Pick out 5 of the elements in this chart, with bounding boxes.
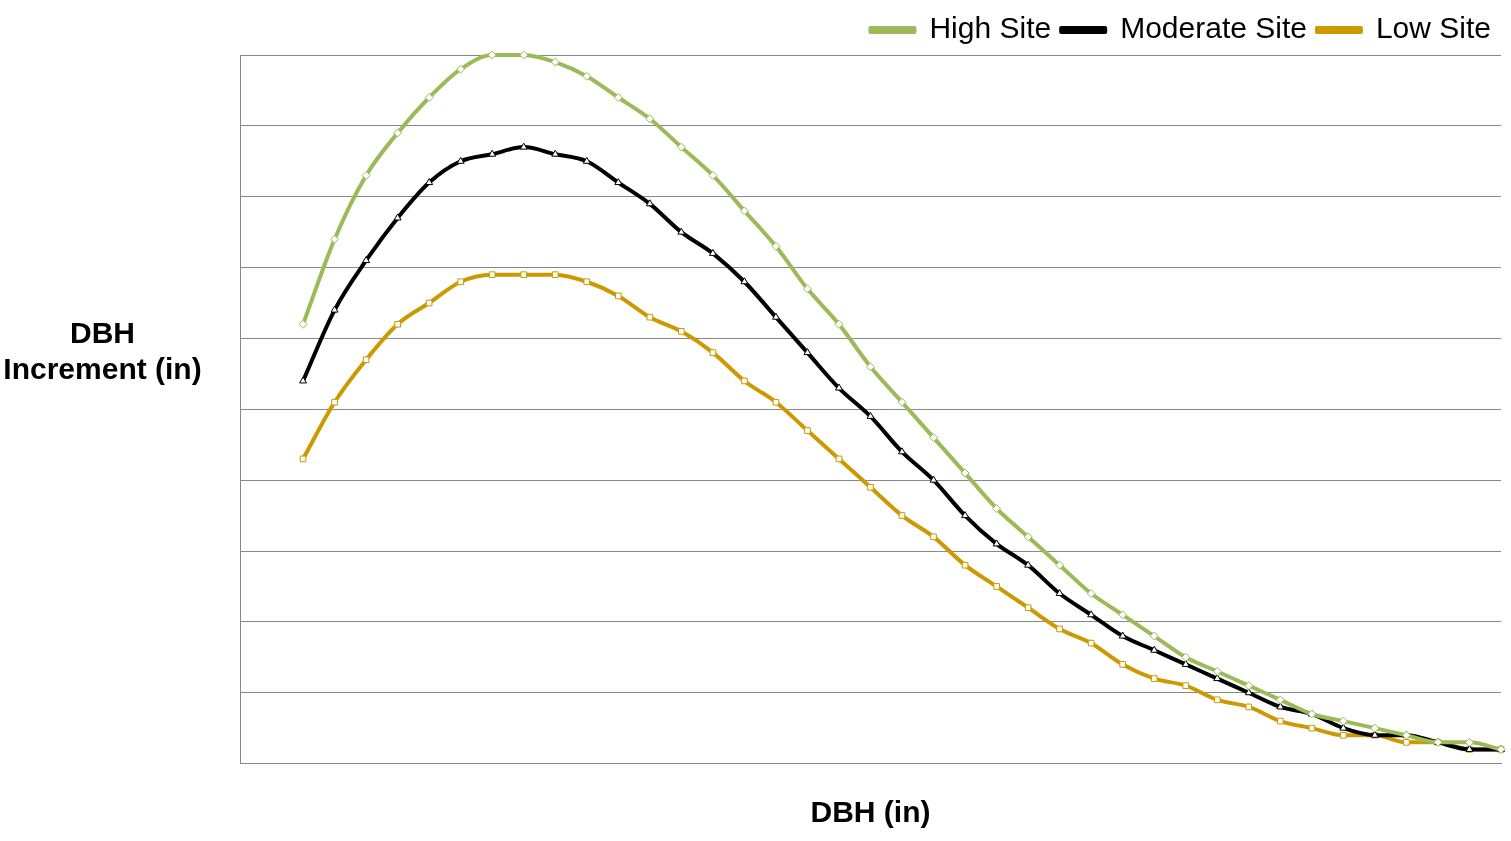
legend-label: Moderate Site <box>1120 11 1307 45</box>
legend-label: High Site <box>929 11 1052 45</box>
y-axis-title: DBH Increment (in) <box>2 315 203 387</box>
x-axis-title: DBH (in) <box>810 795 931 829</box>
legend-label: Low Site <box>1375 11 1492 45</box>
